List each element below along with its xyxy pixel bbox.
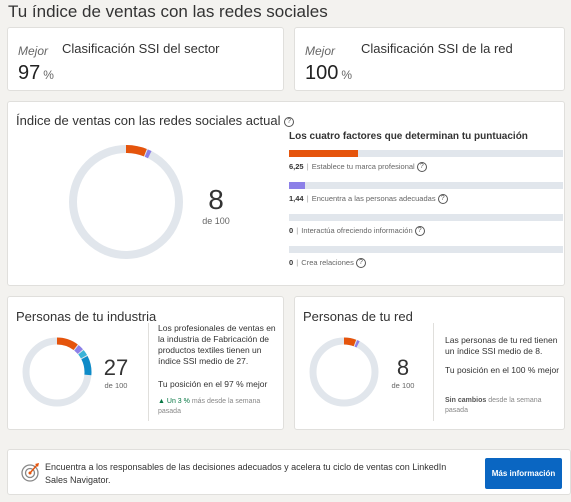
help-icon[interactable]: ? — [437, 194, 448, 205]
factor-value: 6,25 — [289, 162, 304, 171]
network-rank-value-wrap: 100% — [305, 62, 352, 85]
factor-label-row: 1,44 | Encuentra a las personas adecuada… — [289, 194, 563, 205]
network-score: 8 — [396, 355, 410, 380]
factor-separator: | — [294, 258, 301, 267]
factor-value: 0 — [289, 258, 294, 267]
industry-rank-value: 97 — [18, 62, 41, 84]
network-donut — [309, 337, 379, 407]
factor-separator: | — [304, 194, 311, 203]
factor-value: 0 — [289, 226, 294, 235]
ssi-title-wrap: Índice de ventas con las redes sociales … — [16, 113, 295, 128]
factor-label-row: 6,25 | Establece tu marca profesional ? — [289, 162, 563, 173]
help-icon[interactable]: ? — [416, 162, 427, 173]
factor-bar — [289, 246, 563, 253]
page-title: Tu índice de ventas con las redes social… — [8, 2, 328, 21]
ssi-score-wrap: 8 de 100 — [194, 184, 238, 226]
industry-rank-better-label: Mejor — [18, 44, 49, 58]
factor-value: 1,44 — [289, 194, 304, 203]
factor-label-row: 0 | Interactúa ofreciendo información ? — [289, 226, 563, 237]
industry-score-of: de 100 — [104, 381, 128, 390]
industry-donut-segment-0 — [22, 337, 92, 407]
network-peers-title: Personas de tu red — [303, 309, 413, 324]
factor-label-row: 0 | Crea relaciones ? — [289, 258, 563, 269]
industry-rank-unit: % — [43, 68, 54, 82]
ssi-card: Índice de ventas con las redes sociales … — [7, 101, 565, 286]
network-donut-track — [309, 337, 379, 407]
industry-position: Tu posición en el 97 % mejor — [158, 379, 268, 389]
network-position: Tu posición en el 100 % mejor — [445, 365, 560, 375]
factors-title: Los cuatro factores que determinan tu pu… — [289, 131, 528, 142]
factor-label: Encuentra a las personas adecuadas — [311, 194, 436, 203]
industry-change-value: Un 3 % — [166, 398, 190, 405]
network-change-text: desde la semana pasada — [445, 397, 542, 414]
ssi-title: Índice de ventas con las redes sociales … — [16, 113, 281, 128]
network-rank-better-label: Mejor — [305, 44, 336, 58]
ssi-donut-segment-0 — [69, 145, 183, 259]
ssi-score: 8 — [208, 184, 224, 215]
factor-people: 1,44 | Encuentra a las personas adecuada… — [289, 182, 563, 205]
industry-score-wrap: 27 de 100 — [98, 355, 134, 390]
factor-separator: | — [294, 226, 301, 235]
network-change: Sin cambios desde la semana pasada — [445, 396, 565, 416]
promo-text: Encuentra a los responsables de las deci… — [45, 462, 447, 485]
more-info-button[interactable]: Más información — [485, 458, 562, 489]
help-icon[interactable]: ? — [355, 258, 366, 269]
help-icon[interactable]: ? — [284, 116, 295, 127]
factor-label: Crea relaciones — [301, 258, 354, 267]
industry-peers-card: Personas de tu industria 27 de 100 Los p… — [7, 296, 284, 430]
factor-bar — [289, 214, 563, 221]
sales-navigator-promo: Encuentra a los responsables de las deci… — [7, 449, 571, 495]
industry-peers-title: Personas de tu industria — [16, 309, 157, 324]
network-rank-unit: % — [341, 68, 353, 82]
factor-label: Interactúa ofreciendo información — [301, 226, 413, 235]
arrow-up-icon: ▲ — [158, 398, 165, 405]
divider — [433, 323, 434, 421]
target-icon — [21, 463, 39, 482]
divider — [148, 323, 149, 421]
industry-donut-segment-3 — [22, 337, 92, 407]
ssi-score-of: de 100 — [202, 216, 230, 226]
industry-description: Los profesionales de ventas en la indust… — [158, 323, 276, 366]
network-donut-segment-0 — [309, 337, 379, 407]
factor-bar — [289, 150, 563, 157]
network-rank-value: 100 — [305, 62, 339, 84]
ssi-donut — [69, 145, 183, 259]
industry-score: 27 — [103, 355, 129, 380]
network-rank-title: Clasificación SSI de la red — [361, 41, 513, 56]
network-score-of: de 100 — [391, 381, 415, 390]
factor-relationships: 0 | Crea relaciones ? — [289, 246, 563, 269]
network-change-value: Sin cambios — [445, 397, 487, 404]
factor-label: Establece tu marca profesional — [311, 162, 415, 171]
industry-rank-card: Mejor Clasificación SSI del sector 97% — [7, 27, 284, 91]
factor-fill — [289, 150, 358, 157]
factor-insights: 0 | Interactúa ofreciendo información ? — [289, 214, 563, 237]
factor-fill — [289, 182, 305, 189]
network-peers-card: Personas de tu red 8 de 100 Las personas… — [294, 296, 565, 430]
factor-separator: | — [304, 162, 311, 171]
network-description: Las personas de tu red tienen un índice … — [445, 335, 558, 356]
industry-rank-title: Clasificación SSI del sector — [62, 41, 220, 56]
ssi-donut-track — [69, 145, 183, 259]
help-icon[interactable]: ? — [414, 226, 425, 237]
network-score-wrap: 8 de 100 — [387, 355, 419, 390]
factor-bar — [289, 182, 563, 189]
network-rank-card: Mejor Clasificación SSI de la red 100% — [294, 27, 565, 91]
industry-change: ▲ Un 3 % más desde la semana pasada — [158, 397, 280, 417]
industry-change-text: más desde la semana pasada — [158, 398, 261, 415]
industry-rank-value-wrap: 97% — [18, 62, 54, 85]
industry-donut — [22, 337, 92, 407]
factor-brand: 6,25 | Establece tu marca profesional ? — [289, 150, 563, 173]
